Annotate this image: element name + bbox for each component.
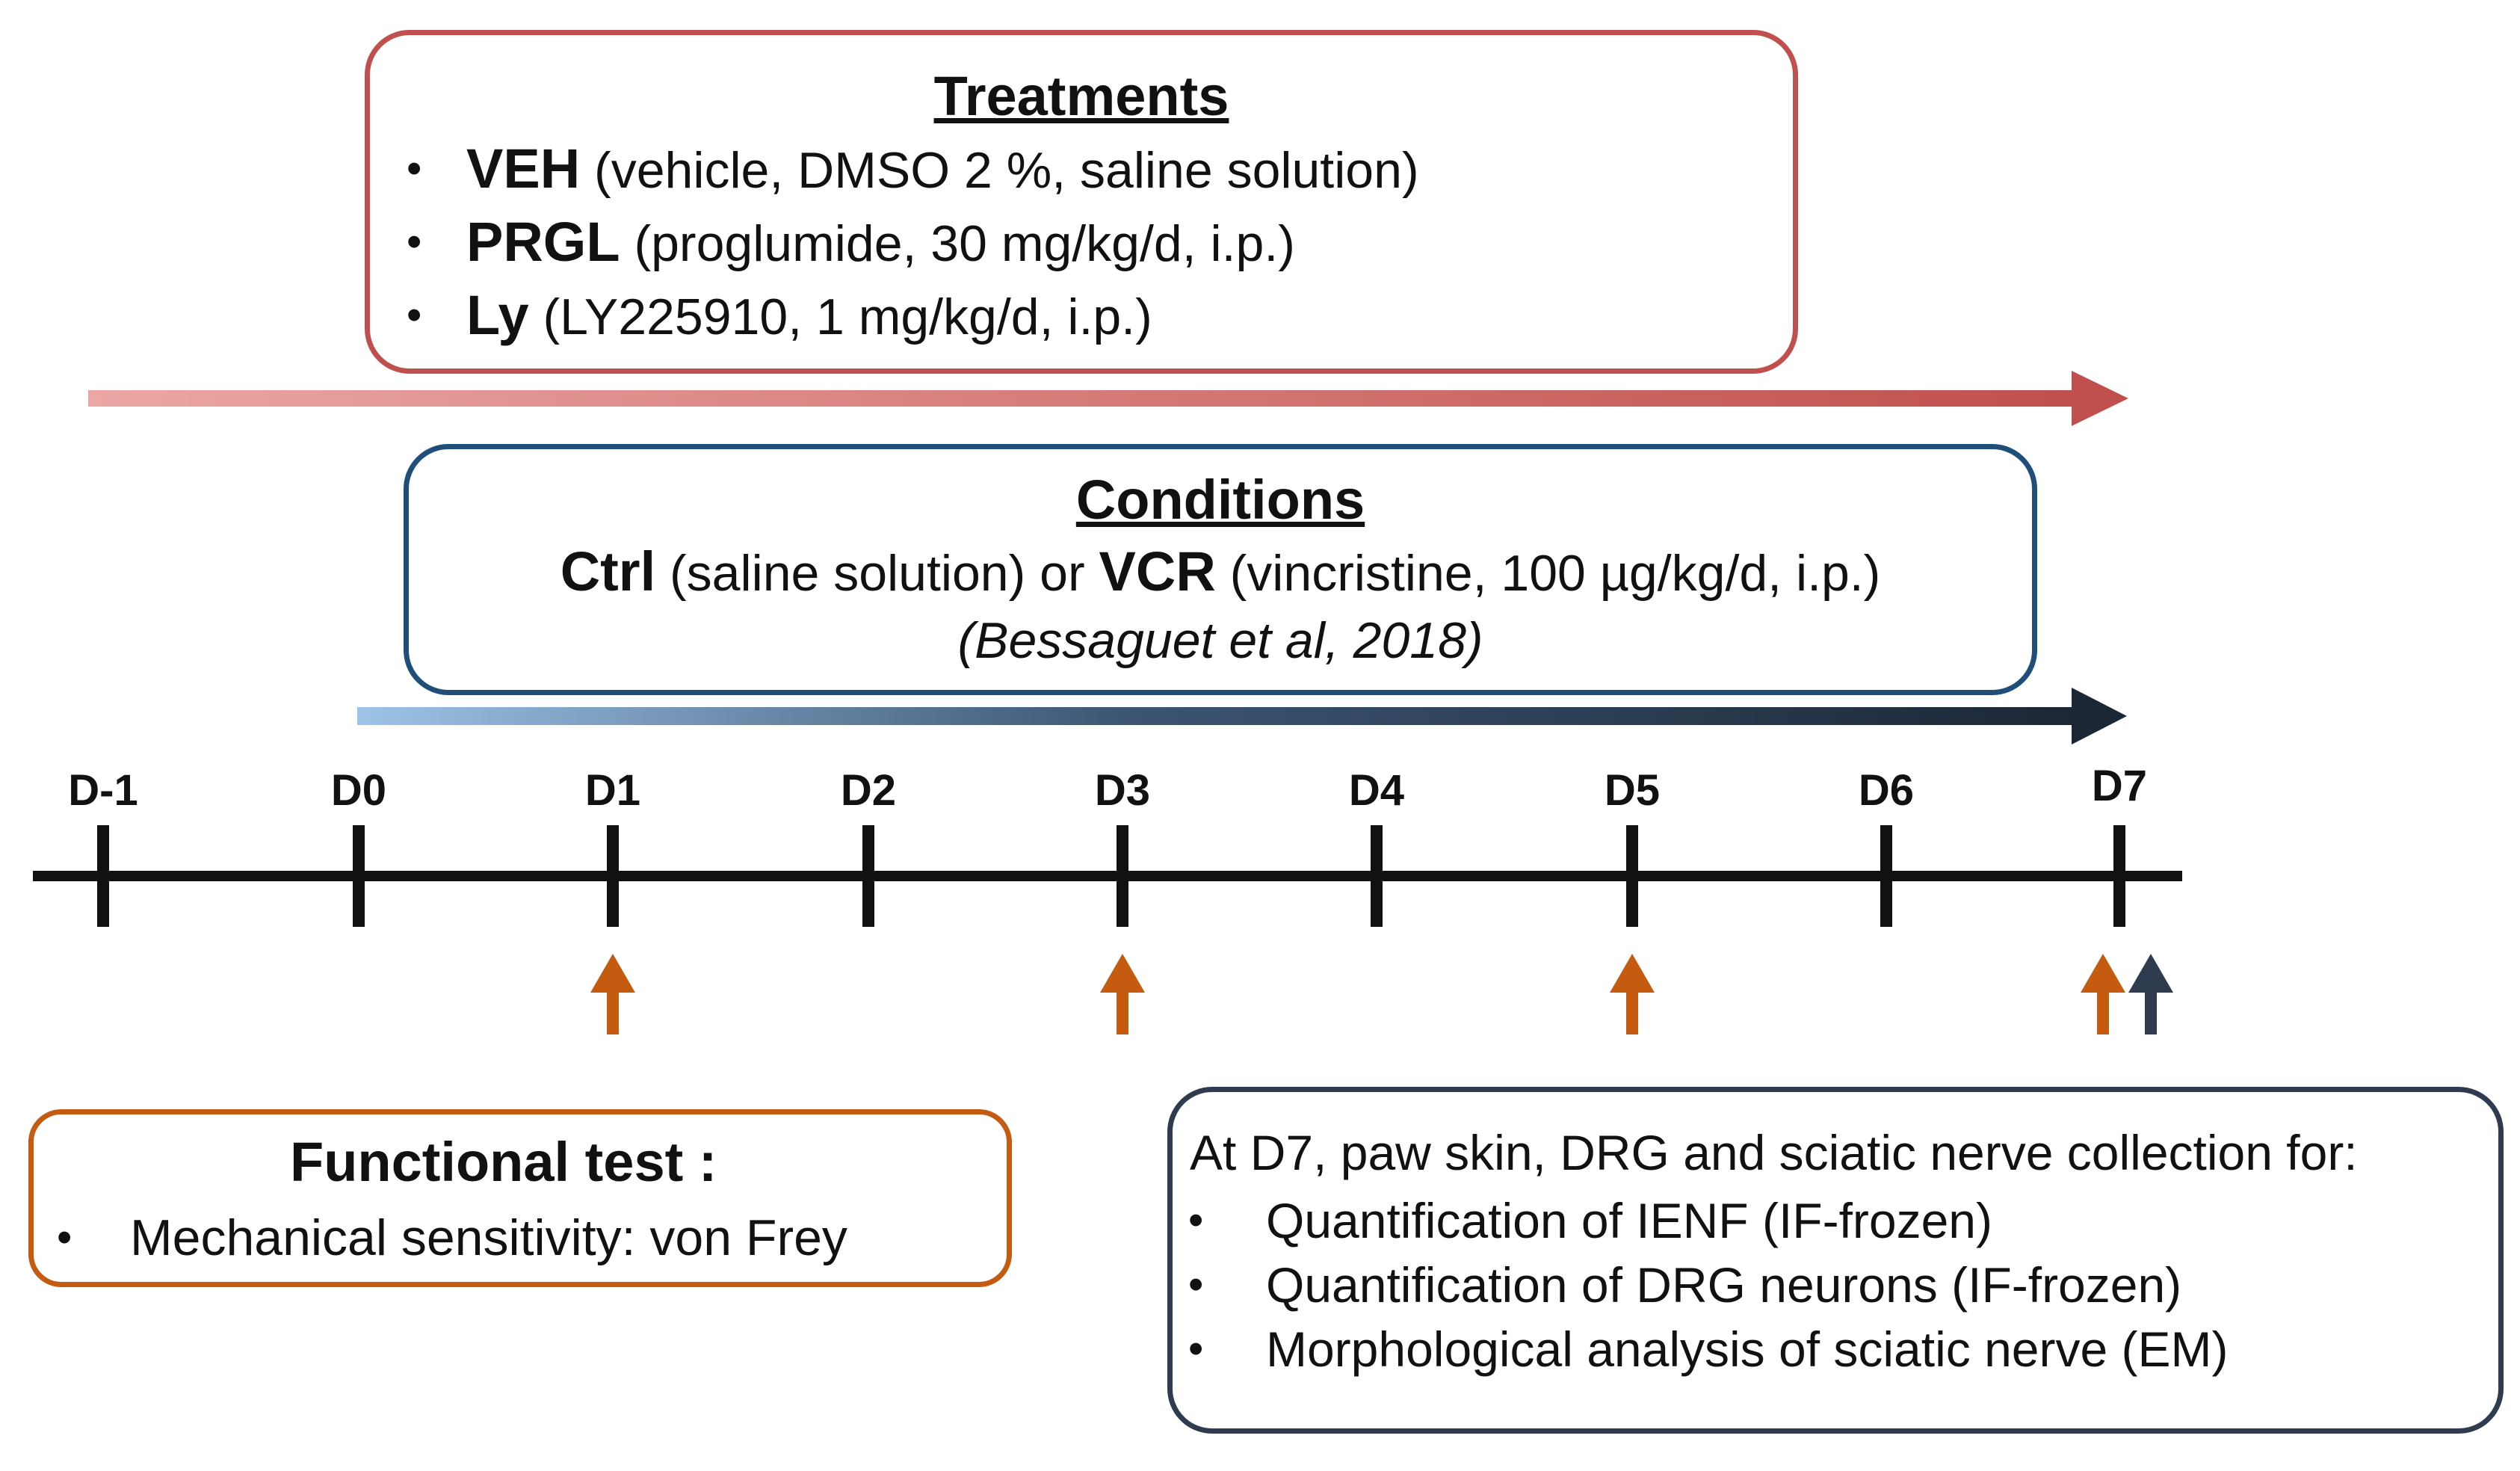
collection-item: Morphological analysis of sciatic nerve … xyxy=(1179,1317,2228,1381)
day-label: D3 xyxy=(1094,766,1151,815)
collection-markers xyxy=(2128,954,2173,1034)
functional-test-list: Mechanical sensitivity: von Frey xyxy=(48,1202,847,1274)
timeline-tick-d2 xyxy=(862,825,874,927)
timeline-tick-d6 xyxy=(1880,825,1892,927)
treatment-abbr: PRGL xyxy=(466,211,620,273)
day-label: D5 xyxy=(1604,766,1661,815)
timeline-tick-d5 xyxy=(1626,825,1638,927)
ctrl-abbr: Ctrl xyxy=(560,540,656,602)
collection-item: Quantification of DRG neurons (IF-frozen… xyxy=(1179,1253,2228,1317)
conditions-box xyxy=(404,444,2037,695)
day-label: D1 xyxy=(584,766,641,815)
treatment-item-prgl: PRGL (proglumide, 30 mg/kg/d, i.p.) xyxy=(398,206,1419,280)
day-label: D2 xyxy=(840,766,897,815)
conditions-citation: (Bessaguet et al, 2018) xyxy=(957,612,1483,669)
timeline-tick-d-1 xyxy=(97,825,109,927)
functional-test-arrow-icon xyxy=(2081,954,2125,1034)
treatments-heading: Treatments xyxy=(933,65,1229,127)
vcr-detail: (vincristine, 100 µg/kg/d, i.p.) xyxy=(1215,545,1881,602)
collection-list: Quantification of IENF (IF-frozen) Quant… xyxy=(1179,1188,2228,1381)
functional-test-title: Functional test : xyxy=(290,1131,717,1193)
timeline-tick-d1 xyxy=(607,825,619,927)
vcr-abbr: VCR xyxy=(1099,540,1216,602)
treatment-abbr: Ly xyxy=(466,284,529,346)
functional-test-item: Mechanical sensitivity: von Frey xyxy=(48,1202,847,1274)
timeline-ticks xyxy=(97,825,2125,927)
timeline-tick-d3 xyxy=(1117,825,1128,927)
functional-test-arrow-icon xyxy=(1100,954,1145,1034)
ctrl-detail: (saline solution) or xyxy=(655,545,1099,602)
timeline-tick-d4 xyxy=(1371,825,1383,927)
condition-period-arrow xyxy=(357,688,2127,744)
functional-test-arrow-icon xyxy=(1610,954,1655,1034)
conditions-heading: Conditions xyxy=(1075,469,1365,531)
timeline-tick-d0 xyxy=(353,825,365,927)
treatment-detail: (vehicle, DMSO 2 %, saline solution) xyxy=(580,142,1419,199)
day-label: D4 xyxy=(1348,766,1405,815)
timeline-tick-d7 xyxy=(2113,825,2125,927)
treatment-detail: (LY225910, 1 mg/kg/d, i.p.) xyxy=(528,289,1152,345)
treatments-list: VEH (vehicle, DMSO 2 %, saline solution)… xyxy=(398,133,1419,353)
day-label: D7 xyxy=(2091,762,2148,810)
collection-intro: At D7, paw skin, DRG and sciatic nerve c… xyxy=(1190,1125,2358,1180)
day-label: D0 xyxy=(330,766,387,815)
day-label: D-1 xyxy=(68,766,138,815)
conditions-description: Ctrl (saline solution) or VCR (vincristi… xyxy=(404,540,2037,603)
day-label: D6 xyxy=(1858,766,1915,815)
collection-item: Quantification of IENF (IF-frozen) xyxy=(1179,1188,2228,1253)
functional-test-arrow-icon xyxy=(590,954,635,1034)
treatment-abbr: VEH xyxy=(466,138,581,200)
functional-test-markers xyxy=(590,954,2125,1034)
collection-arrow-icon xyxy=(2128,954,2173,1034)
treatment-item-veh: VEH (vehicle, DMSO 2 %, saline solution) xyxy=(398,133,1419,206)
treatment-item-ly: Ly (LY225910, 1 mg/kg/d, i.p.) xyxy=(398,280,1419,353)
treatment-detail: (proglumide, 30 mg/kg/d, i.p.) xyxy=(620,215,1295,272)
treatment-period-arrow xyxy=(88,371,2128,426)
